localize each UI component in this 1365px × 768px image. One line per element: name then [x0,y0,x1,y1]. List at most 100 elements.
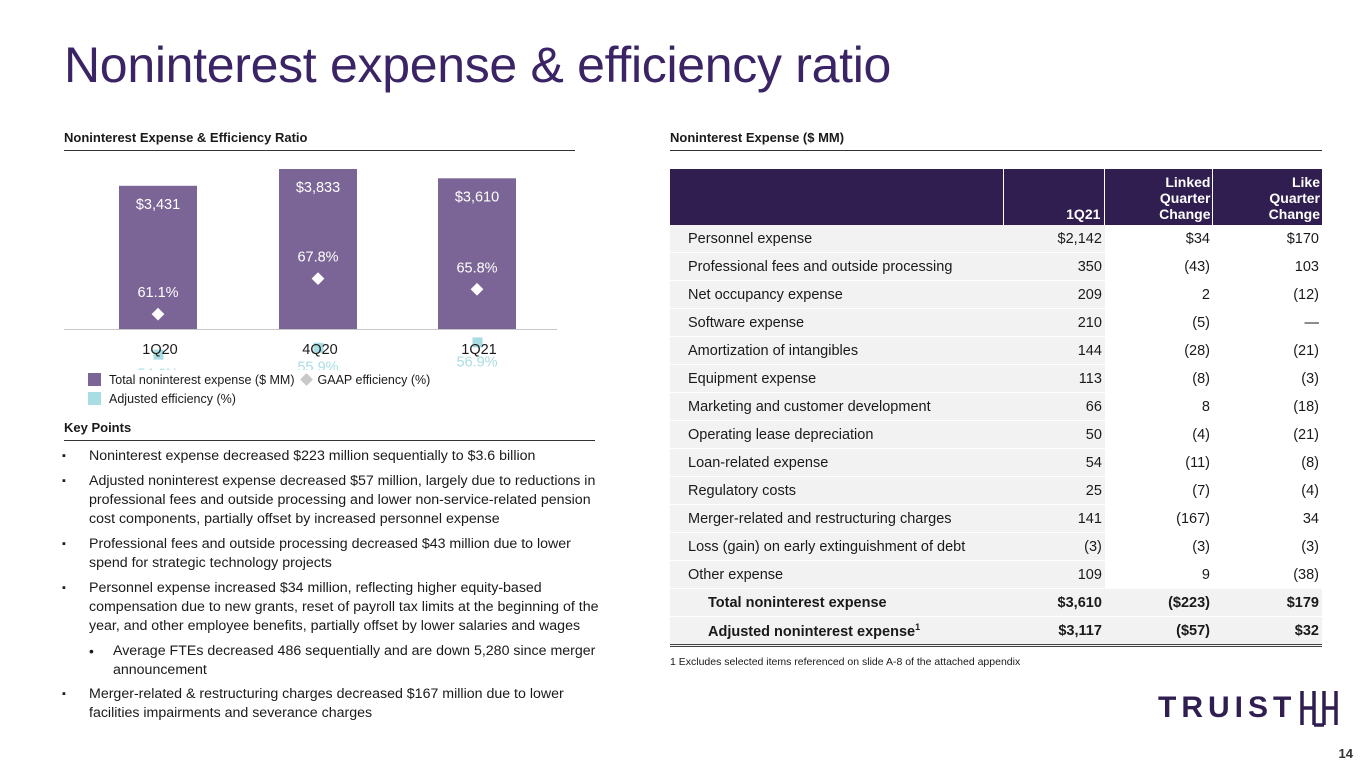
adjusted-total-row: Adjusted noninterest expense1 $3,117 ($57)… [670,616,1322,647]
cell-1q21: $2,142 [1003,225,1105,253]
table-row: Professional fees and outside processing… [670,252,1322,281]
table-heading: Noninterest Expense ($ MM) [670,130,1322,151]
header-1q21: 1Q21 [1003,169,1106,225]
cell-like: (38) [1212,560,1322,589]
row-label: Regulatory costs [670,476,1004,505]
legend-swatch-expense [88,373,101,386]
row-label: Amortization of intangibles [670,336,1004,365]
legend-label-expense: Total noninterest expense ($ MM) [109,372,295,387]
cell-1q21: 113 [1003,364,1105,393]
table-row: Net occupancy expense 209 2 (12) [670,280,1322,309]
row-label: Adjusted noninterest expense1 [670,616,1004,647]
cell-1q21: (3) [1003,532,1105,561]
chart-legend: Total noninterest expense ($ MM) GAAP ef… [88,370,430,408]
header-linked-quarter: Linked Quarter Change [1104,169,1214,225]
table-row: Merger-related and restructuring charges… [670,504,1322,533]
footnote-marker: 1 [915,621,921,632]
cell-linked: $34 [1104,225,1213,253]
cell-1q21: 144 [1003,336,1105,365]
adjusted-label: 56.9% [456,354,497,370]
cell-like: (18) [1212,392,1322,421]
row-label: Total noninterest expense [670,588,1004,617]
header-blank [670,169,1004,225]
adjusted-square [472,337,483,348]
footnote: 1 Excludes selected items referenced on … [670,656,1021,668]
x-tick-label: 1Q20 [142,342,177,358]
header-like-quarter: Like Quarter Change [1212,169,1322,225]
row-label: Personnel expense [670,225,1004,253]
cell-1q21: 350 [1003,252,1105,281]
logo-text: TRUIST [1158,691,1297,724]
table-row: Loan-related expense 54 (11) (8) [670,448,1322,477]
row-label: Loan-related expense [670,448,1004,477]
key-point: Adjusted noninterest expense decreased $… [62,472,612,529]
table-header-row: 1Q21 Linked Quarter Change Like Quarter … [670,169,1322,225]
adjusted-square [313,342,324,353]
page-title: Noninterest expense & efficiency ratio [64,37,892,93]
truist-hh-icon [1300,691,1339,727]
table-row: Loss (gain) on early extinguishment of d… [670,532,1322,561]
cell-linked: (43) [1104,252,1213,281]
bar-1Q20 [119,185,197,329]
cell-1q21: 210 [1003,308,1105,337]
table-row: Equipment expense 113 (8) (3) [670,364,1322,393]
cell-linked: (7) [1104,476,1213,505]
bar-value-label: $3,610 [455,189,499,205]
cell-like: (21) [1212,420,1322,449]
x-tick-label: 1Q21 [461,342,496,358]
gaap-label: 61.1% [137,285,178,301]
cell-linked: ($223) [1104,588,1213,617]
cell-linked: (4) [1104,420,1213,449]
cell-1q21: 25 [1003,476,1105,505]
row-label: Operating lease depreciation [670,420,1004,449]
cell-1q21: $3,610 [1003,588,1105,617]
table-row: Marketing and customer development 66 8 (18… [670,392,1322,421]
adjusted-square [153,349,164,360]
cell-1q21: 66 [1003,392,1105,421]
legend-swatch-gaap [299,373,313,386]
cell-1q21: 209 [1003,280,1105,309]
cell-linked: 8 [1104,392,1213,421]
key-point: Merger-related & restructuring charges d… [62,685,612,723]
cell-like: (3) [1212,364,1322,393]
cell-1q21: $3,117 [1003,616,1105,647]
truist-logo: TRUIST [1158,689,1344,727]
bar-value-label: $3,833 [296,180,340,196]
cell-like: (21) [1212,336,1322,365]
cell-like: (4) [1212,476,1322,505]
row-label: Software expense [670,308,1004,337]
cell-like: — [1212,308,1322,337]
table-row: Regulatory costs 25 (7) (4) [670,476,1322,505]
cell-linked: (5) [1104,308,1213,337]
key-point-sub: Average FTEs decreased 486 sequentially … [62,642,612,680]
key-points: Noninterest expense decreased $223 milli… [62,447,612,729]
table-row: Personnel expense $2,142 $34 $170 [670,225,1322,253]
adjusted-label: 55.9% [297,360,338,370]
table-row: Software expense 210 (5) — [670,308,1322,337]
key-point: Personnel expense increased $34 million,… [62,579,612,636]
cell-linked: (11) [1104,448,1213,477]
table-row: Other expense 109 9 (38) [670,560,1322,589]
legend-label-adjusted: Adjusted efficiency (%) [109,391,236,406]
legend-label-gaap: GAAP efficiency (%) [317,372,431,387]
x-tick-label: 4Q20 [302,342,337,358]
cell-1q21: 141 [1003,504,1105,533]
cell-linked: ($57) [1104,616,1213,647]
cell-like: (8) [1212,448,1322,477]
cell-linked: (3) [1104,532,1213,561]
chart-heading: Noninterest Expense & Efficiency Ratio [64,130,575,151]
gaap-diamond [311,272,325,286]
table-row: Operating lease depreciation 50 (4) (21) [670,420,1322,449]
bar-4Q20 [279,169,357,329]
cell-like: $179 [1212,588,1322,617]
cell-like: (12) [1212,280,1322,309]
cell-linked: 9 [1104,560,1213,589]
adjusted-label: 54.6% [137,367,178,370]
total-row: Total noninterest expense $3,610 ($223) $17… [670,588,1322,617]
gaap-label: 65.8% [456,260,497,276]
cell-1q21: 109 [1003,560,1105,589]
cell-like: $170 [1212,225,1322,253]
row-label: Professional fees and outside processing [670,252,1004,281]
gaap-label: 67.8% [297,250,338,266]
row-label: Net occupancy expense [670,280,1004,309]
